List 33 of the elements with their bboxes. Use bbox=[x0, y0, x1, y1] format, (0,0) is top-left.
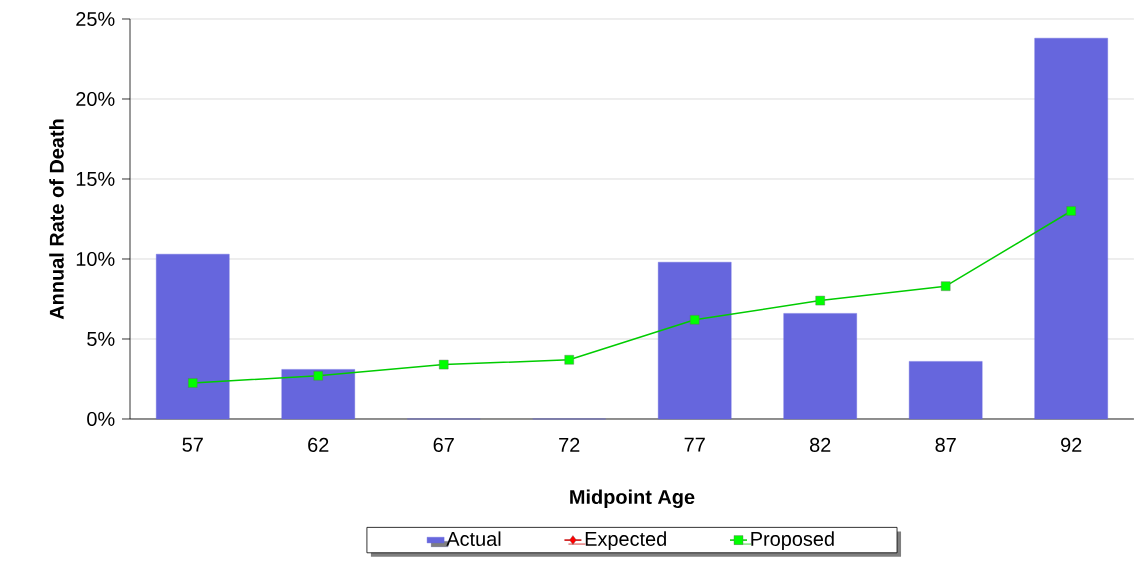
bar bbox=[1034, 37, 1108, 420]
legend-label: Actual bbox=[446, 531, 501, 546]
x-axis-title: Midpoint Age bbox=[570, 489, 695, 509]
x-tick-label: 87 bbox=[935, 437, 956, 452]
bar bbox=[156, 253, 230, 420]
point bbox=[439, 359, 449, 370]
point bbox=[1066, 206, 1076, 216]
x-tick-label: 77 bbox=[684, 437, 705, 452]
x-tick-label: 82 bbox=[809, 437, 831, 452]
bar bbox=[909, 361, 983, 420]
bar bbox=[281, 369, 355, 420]
x-tick-label: 92 bbox=[1061, 437, 1082, 452]
y-axis-title: Annual Rate of Death bbox=[49, 119, 64, 320]
point bbox=[188, 378, 198, 388]
legend-label: Proposed bbox=[751, 531, 834, 550]
bar bbox=[783, 313, 857, 420]
y-tick-label: 5% bbox=[87, 331, 115, 346]
y-tick-label: 20% bbox=[76, 91, 115, 107]
y-tick-label: 0% bbox=[87, 411, 115, 427]
point bbox=[815, 295, 825, 306]
bar bbox=[658, 261, 732, 420]
x-tick-label: 57 bbox=[182, 437, 203, 452]
x-tick-label: 72 bbox=[559, 437, 580, 452]
y-tick-label: 25% bbox=[76, 11, 115, 27]
y-tick-label: 15% bbox=[76, 171, 115, 186]
x-tick-label: 67 bbox=[433, 437, 454, 452]
point bbox=[941, 281, 951, 291]
x-tick-label: 62 bbox=[308, 437, 329, 452]
legend-label: Expected bbox=[585, 531, 666, 550]
point bbox=[690, 315, 700, 325]
point bbox=[313, 371, 323, 381]
y-tick-label: 10% bbox=[76, 251, 115, 267]
point bbox=[564, 355, 574, 365]
